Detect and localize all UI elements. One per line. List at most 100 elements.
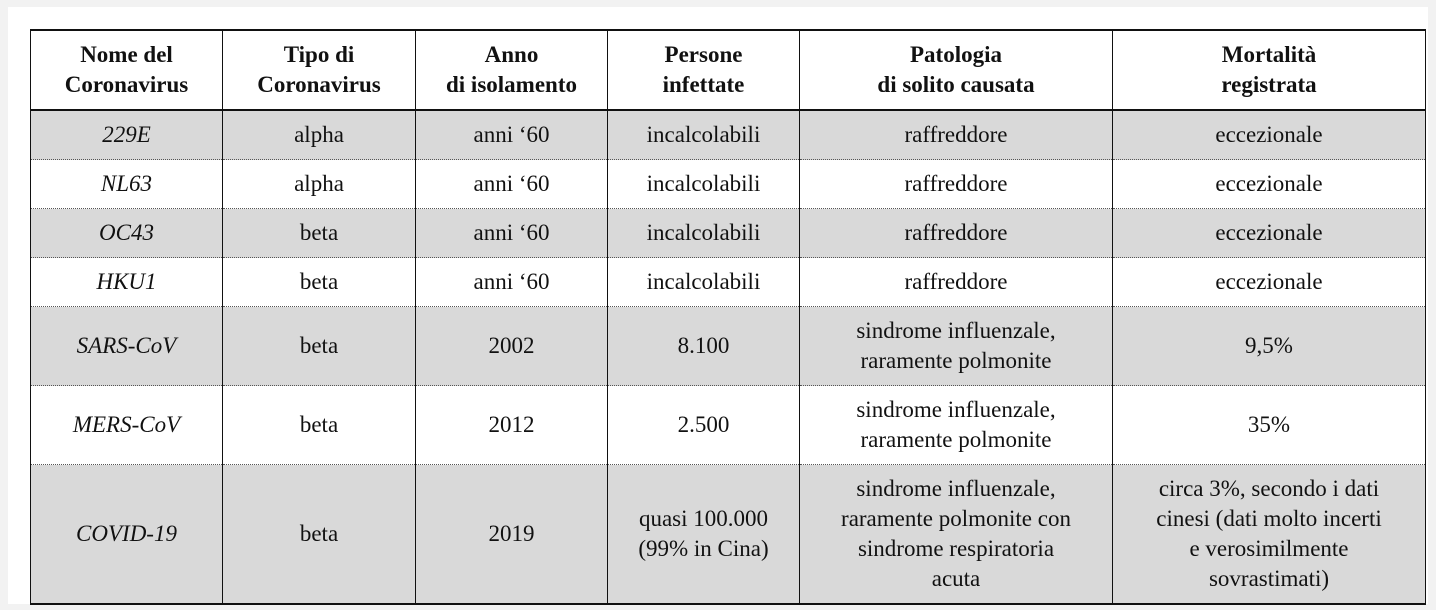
header-mortality: Mortalità registrata bbox=[1112, 30, 1426, 111]
table-row: COVID-19 beta 2019 quasi 100.000 (99% in… bbox=[30, 464, 1426, 604]
cell-pathology-line: raffreddore bbox=[904, 269, 1008, 294]
cell-mortality: eccezionale bbox=[1112, 110, 1426, 160]
cell-pathology: raffreddore bbox=[799, 257, 1113, 307]
header-mortality-line-1: Mortalità bbox=[1221, 42, 1317, 67]
cell-pathology-line: raramente polmonite bbox=[860, 427, 1052, 452]
header-type: Tipo di Coronavirus bbox=[222, 30, 416, 111]
cell-infected-line: quasi 100.000 bbox=[638, 506, 769, 531]
cell-mortality-line: cinesi (dati molto incerti bbox=[1156, 506, 1382, 531]
cell-year: anni ‘60 bbox=[415, 110, 608, 160]
cell-pathology-line: sindrome influenzale, bbox=[856, 397, 1056, 422]
cell-mortality-line: sovrastimati) bbox=[1208, 566, 1330, 591]
cell-year: 2012 bbox=[415, 385, 608, 465]
table-header: Nome del Coronavirus Tipo di Coronavirus… bbox=[30, 30, 1426, 111]
cell-pathology-line: sindrome influenzale, bbox=[856, 318, 1056, 343]
cell-type: beta bbox=[222, 464, 416, 604]
cell-type: alpha bbox=[222, 110, 416, 160]
cell-mortality: eccezionale bbox=[1112, 159, 1426, 209]
cell-name: OC43 bbox=[30, 208, 223, 258]
cell-pathology-line: sindrome influenzale, bbox=[856, 476, 1056, 501]
cell-name: NL63 bbox=[30, 159, 223, 209]
header-name-line-1: Nome del bbox=[80, 42, 173, 67]
table-row: 229E alpha anni ‘60 incalcolabili raffre… bbox=[30, 110, 1426, 160]
header-pathology-line-2: di solito causata bbox=[877, 72, 1035, 97]
cell-pathology: raffreddore bbox=[799, 208, 1113, 258]
cell-mortality-line: eccezionale bbox=[1215, 171, 1323, 196]
cell-mortality-line: circa 3%, secondo i dati bbox=[1158, 476, 1380, 501]
header-row: Nome del Coronavirus Tipo di Coronavirus… bbox=[30, 30, 1426, 111]
cell-pathology: sindrome influenzale, raramente polmonit… bbox=[799, 464, 1113, 604]
cell-pathology-line: raffreddore bbox=[904, 122, 1008, 147]
cell-infected: quasi 100.000 (99% in Cina) bbox=[607, 464, 800, 604]
cell-type: beta bbox=[222, 306, 416, 386]
cell-name: MERS-CoV bbox=[30, 385, 223, 465]
cell-type: alpha bbox=[222, 159, 416, 209]
cell-pathology-line: sindrome respiratoria bbox=[857, 536, 1055, 561]
cell-infected: 2.500 bbox=[607, 385, 800, 465]
cell-mortality: circa 3%, secondo i dati cinesi (dati mo… bbox=[1112, 464, 1426, 604]
header-infected-line-1: Persone bbox=[664, 42, 743, 67]
header-infected-line-2: infettate bbox=[662, 72, 745, 97]
cell-pathology: sindrome influenzale, raramente polmonit… bbox=[799, 306, 1113, 386]
cell-year: anni ‘60 bbox=[415, 257, 608, 307]
cell-pathology-line: raramente polmonite bbox=[860, 348, 1052, 373]
cell-mortality: 9,5% bbox=[1112, 306, 1426, 386]
cell-pathology-line: raramente polmonite con bbox=[841, 506, 1071, 531]
cell-name: 229E bbox=[30, 110, 223, 160]
cell-year: anni ‘60 bbox=[415, 208, 608, 258]
cell-infected-line: incalcolabili bbox=[646, 171, 761, 196]
cell-infected-line: 8.100 bbox=[677, 333, 730, 358]
header-type-line-2: Coronavirus bbox=[257, 72, 381, 97]
cell-pathology: raffreddore bbox=[799, 110, 1113, 160]
cell-pathology-line: raffreddore bbox=[904, 220, 1008, 245]
header-pathology: Patologia di solito causata bbox=[799, 30, 1113, 111]
header-infected: Persone infettate bbox=[607, 30, 800, 111]
table-row: OC43 beta anni ‘60 incalcolabili raffred… bbox=[30, 208, 1426, 258]
table-row: NL63 alpha anni ‘60 incalcolabili raffre… bbox=[30, 159, 1426, 209]
cell-infected-line: incalcolabili bbox=[646, 122, 761, 147]
cell-mortality: 35% bbox=[1112, 385, 1426, 465]
table-row: HKU1 beta anni ‘60 incalcolabili raffred… bbox=[30, 257, 1426, 307]
cell-infected: incalcolabili bbox=[607, 110, 800, 160]
cell-name: COVID-19 bbox=[30, 464, 223, 604]
cell-infected-line: (99% in Cina) bbox=[638, 536, 769, 561]
cell-mortality-line: e verosimilmente bbox=[1189, 536, 1349, 561]
cell-pathology-line: raffreddore bbox=[904, 171, 1008, 196]
cell-infected: 8.100 bbox=[607, 306, 800, 386]
cell-year: anni ‘60 bbox=[415, 159, 608, 209]
cell-pathology: raffreddore bbox=[799, 159, 1113, 209]
header-mortality-line-2: registrata bbox=[1221, 72, 1317, 97]
table-row: MERS-CoV beta 2012 2.500 sindrome influe… bbox=[30, 385, 1426, 465]
cell-mortality-line: eccezionale bbox=[1215, 269, 1323, 294]
header-year-line-1: Anno bbox=[484, 42, 539, 67]
cell-infected: incalcolabili bbox=[607, 257, 800, 307]
table-row: SARS-CoV beta 2002 8.100 sindrome influe… bbox=[30, 306, 1426, 386]
cell-pathology: sindrome influenzale, raramente polmonit… bbox=[799, 385, 1113, 465]
cell-infected-line: 2.500 bbox=[677, 412, 730, 437]
header-year-line-2: di isolamento bbox=[446, 72, 577, 97]
cell-type: beta bbox=[222, 385, 416, 465]
document-page: Nome del Coronavirus Tipo di Coronavirus… bbox=[8, 7, 1428, 605]
cell-infected: incalcolabili bbox=[607, 159, 800, 209]
cell-mortality: eccezionale bbox=[1112, 208, 1426, 258]
header-name: Nome del Coronavirus bbox=[30, 30, 223, 111]
cell-name: SARS-CoV bbox=[30, 306, 223, 386]
header-type-line-1: Tipo di bbox=[283, 42, 355, 67]
coronavirus-table: Nome del Coronavirus Tipo di Coronavirus… bbox=[30, 29, 1426, 605]
cell-mortality-line: eccezionale bbox=[1215, 122, 1323, 147]
cell-year: 2019 bbox=[415, 464, 608, 604]
cell-year: 2002 bbox=[415, 306, 608, 386]
cell-infected-line: incalcolabili bbox=[646, 269, 761, 294]
header-name-line-2: Coronavirus bbox=[64, 72, 189, 97]
header-year: Anno di isolamento bbox=[415, 30, 608, 111]
cell-infected: incalcolabili bbox=[607, 208, 800, 258]
cell-name: HKU1 bbox=[30, 257, 223, 307]
cell-mortality: eccezionale bbox=[1112, 257, 1426, 307]
cell-mortality-line: 35% bbox=[1247, 412, 1291, 437]
header-pathology-line-1: Patologia bbox=[910, 42, 1002, 67]
table-body: 229E alpha anni ‘60 incalcolabili raffre… bbox=[30, 110, 1426, 604]
cell-type: beta bbox=[222, 257, 416, 307]
cell-mortality-line: 9,5% bbox=[1245, 333, 1293, 358]
cell-infected-line: incalcolabili bbox=[646, 220, 761, 245]
cell-pathology-line: acuta bbox=[931, 566, 981, 591]
